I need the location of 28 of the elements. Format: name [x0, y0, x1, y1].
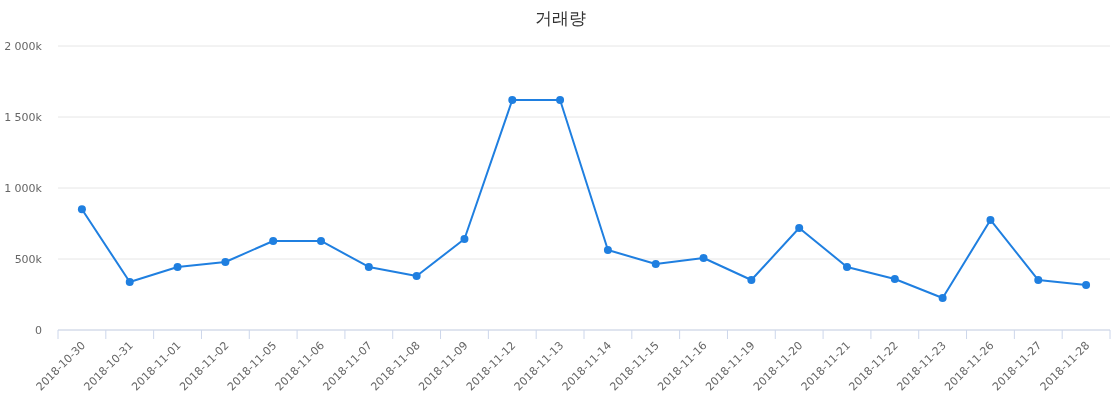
point [986, 215, 995, 224]
point [125, 278, 134, 286]
y-tick-label: 1 000k [4, 182, 43, 195]
point [77, 205, 86, 214]
y-tick-label: 500k [14, 253, 43, 266]
point [843, 262, 851, 271]
point [603, 246, 612, 255]
point [364, 262, 373, 271]
point [317, 236, 325, 245]
y-tick-label: 1 500k [4, 111, 43, 124]
point [747, 276, 756, 285]
title: 거래량 [534, 8, 586, 28]
point [1034, 276, 1043, 285]
point [221, 257, 230, 266]
point [508, 95, 517, 104]
y-tick-label: 2 000k [4, 40, 43, 53]
point [795, 224, 804, 233]
point [938, 294, 947, 303]
point [651, 259, 660, 268]
y-tick-label: 0 [35, 324, 42, 337]
point [460, 234, 469, 243]
point [890, 275, 899, 284]
point [699, 254, 708, 263]
point [269, 236, 278, 245]
point [173, 262, 182, 271]
point [412, 272, 421, 281]
point [556, 95, 565, 104]
point [1082, 280, 1091, 289]
